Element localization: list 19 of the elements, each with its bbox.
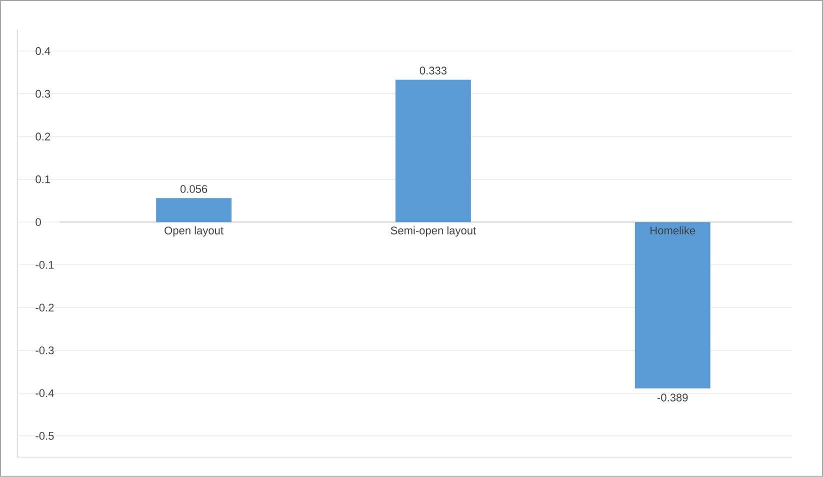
y-tick-label: -0.4 (36, 389, 54, 398)
y-tick-label: 0.4 (36, 47, 50, 55)
data-label: -0.389 (657, 394, 688, 402)
y-tick-label: -0.3 (36, 346, 54, 354)
y-tick-label: -0.2 (36, 304, 54, 312)
x-tick-label: Homelike (650, 226, 696, 234)
y-tick-label: 0.2 (36, 132, 50, 141)
bar (395, 80, 471, 222)
y-tick-label: 0 (36, 218, 41, 226)
y-tick-label: -0.5 (36, 432, 54, 440)
y-tick-label: 0.3 (36, 90, 50, 98)
x-tick-label: Semi-open layout (390, 226, 476, 237)
y-tick-label: 0.1 (36, 175, 50, 184)
data-label: 0.333 (420, 66, 447, 75)
data-label: 0.056 (180, 185, 208, 193)
bar (634, 222, 710, 388)
bar (156, 198, 232, 222)
y-tick-label: -0.1 (36, 261, 54, 269)
x-tick-label: Open layout (164, 226, 224, 237)
